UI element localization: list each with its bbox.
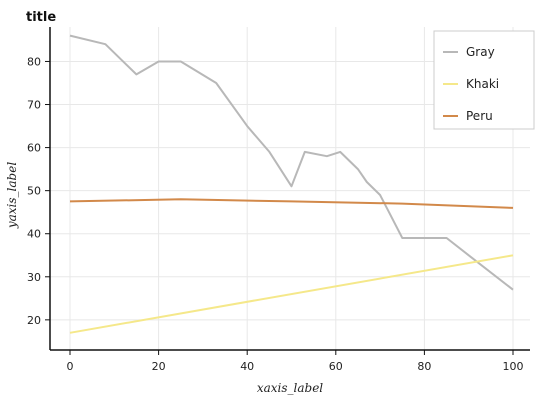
series-line-gray <box>69 34 514 291</box>
legend-label-khaki: Khaki <box>466 77 499 91</box>
y-tick-label: 70 <box>27 99 41 112</box>
series-lines <box>69 34 514 334</box>
x-tick-label: 80 <box>417 360 431 373</box>
y-tick-label: 80 <box>27 55 41 68</box>
y-tick-label: 40 <box>27 228 41 241</box>
y-tick-label: 20 <box>27 314 41 327</box>
legend-label-peru: Peru <box>466 109 493 123</box>
x-tick-label: 0 <box>67 360 74 373</box>
legend-label-gray: Gray <box>466 45 495 59</box>
chart-title: title <box>26 10 56 25</box>
x-tick-label: 60 <box>329 360 343 373</box>
legend: Gray Khaki Peru <box>433 30 535 130</box>
y-axis-label: yaxis_label <box>5 162 19 229</box>
series-line-peru <box>69 198 514 209</box>
legend-box <box>433 30 535 130</box>
y-tick-label: 50 <box>27 185 41 198</box>
y-tick-label: 30 <box>27 271 41 284</box>
axes: 0 20 40 60 80 100 20 30 40 50 60 70 80 <box>27 27 530 373</box>
x-tick-label: 20 <box>152 360 166 373</box>
y-tick-label: 60 <box>27 142 41 155</box>
x-tick-label: 100 <box>503 360 524 373</box>
series-line-khaki <box>69 254 514 334</box>
x-axis-label: xaxis_label <box>257 381 323 395</box>
x-tick-label: 40 <box>240 360 254 373</box>
